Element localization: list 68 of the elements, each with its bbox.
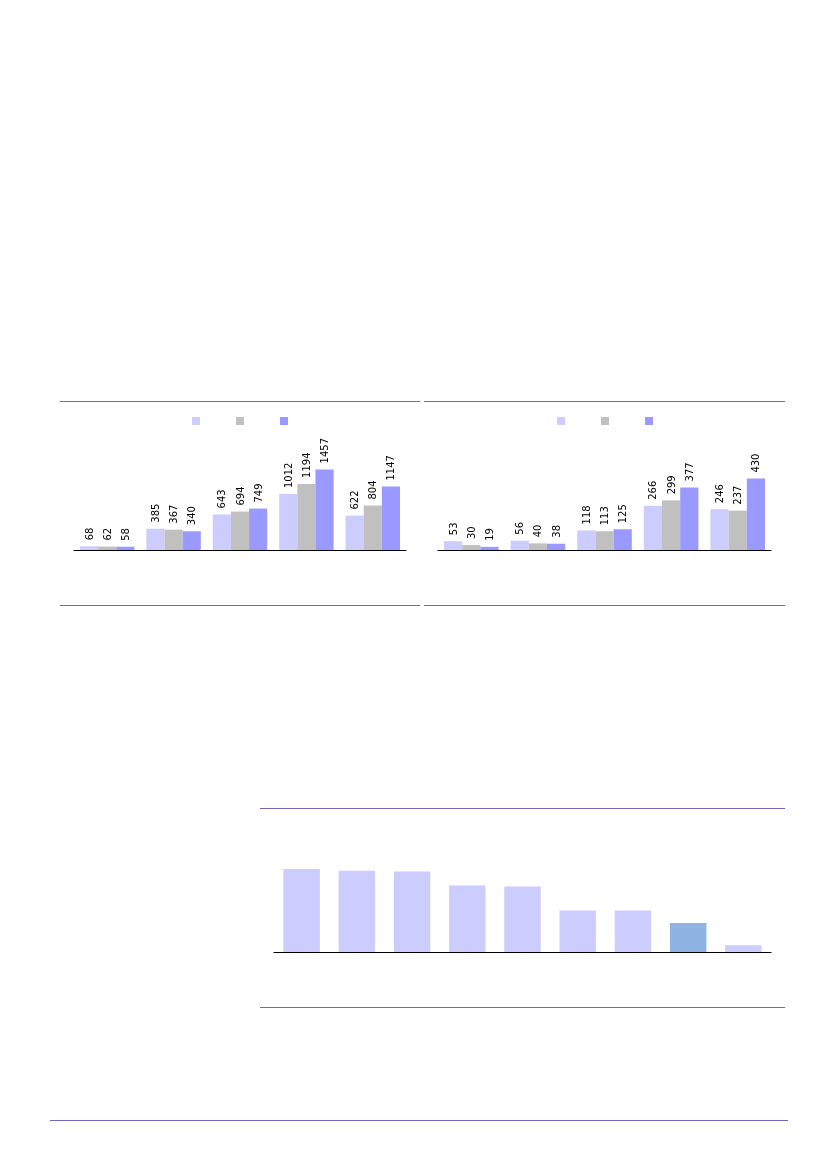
bar — [725, 945, 762, 952]
bar — [613, 529, 632, 550]
bar — [116, 546, 135, 550]
data-label: 266 — [647, 480, 659, 500]
data-label: 56 — [514, 521, 526, 535]
bar — [746, 478, 766, 550]
bar — [449, 885, 486, 952]
data-label: 40 — [532, 524, 544, 538]
bar — [315, 469, 334, 550]
bar — [212, 514, 231, 550]
bar — [283, 869, 320, 952]
data-label: 1457 — [319, 437, 331, 464]
data-label: 299 — [665, 475, 677, 495]
data-label: 118 — [580, 505, 592, 525]
bar — [249, 508, 268, 550]
bar — [577, 530, 596, 550]
data-label: 749 — [252, 483, 264, 503]
data-label: 1147 — [385, 455, 397, 481]
data-label: 1194 — [300, 452, 312, 478]
bar — [462, 545, 481, 550]
bar — [728, 510, 747, 550]
bar — [381, 486, 401, 550]
bar — [363, 505, 382, 550]
bar — [393, 871, 431, 952]
data-label: 62 — [101, 527, 113, 541]
bar — [443, 541, 463, 550]
bar — [480, 546, 499, 550]
bar — [680, 487, 699, 550]
bar — [643, 505, 662, 550]
bar — [669, 922, 707, 952]
data-label: 19 — [484, 528, 495, 541]
bar — [182, 531, 201, 550]
bar — [146, 528, 165, 550]
bar — [345, 515, 364, 550]
data-label: 113 — [599, 506, 610, 526]
data-label: 367 — [168, 504, 180, 524]
bar — [710, 509, 729, 550]
bar — [510, 540, 529, 550]
data-label: 1012 — [282, 462, 294, 488]
data-label: 340 — [186, 506, 198, 526]
bar — [662, 500, 681, 550]
bar — [230, 511, 250, 550]
bar — [528, 543, 547, 550]
data-label: 385 — [149, 503, 161, 523]
bar — [338, 870, 376, 952]
data-label: 246 — [714, 484, 725, 504]
data-label: 38 — [550, 524, 562, 538]
data-label: 125 — [617, 504, 629, 524]
data-label: 58 — [119, 528, 131, 541]
data-label: 430 — [750, 453, 762, 473]
data-label: 30 — [465, 526, 477, 540]
bar — [504, 886, 541, 952]
data-label: 694 — [234, 486, 246, 506]
data-label: 53 — [447, 522, 459, 536]
data-label: 804 — [367, 480, 379, 500]
bar — [297, 483, 316, 550]
data-label: 622 — [349, 490, 361, 510]
bar — [614, 910, 652, 952]
data-label: 237 — [732, 485, 744, 505]
data-label: 377 — [683, 462, 695, 482]
bar — [595, 531, 614, 550]
data-label: 643 — [216, 489, 228, 509]
bar — [547, 543, 566, 550]
bar — [164, 529, 183, 550]
bar — [79, 546, 99, 550]
bar — [279, 494, 298, 550]
bar — [559, 910, 596, 952]
data-label: 68 — [83, 527, 95, 541]
